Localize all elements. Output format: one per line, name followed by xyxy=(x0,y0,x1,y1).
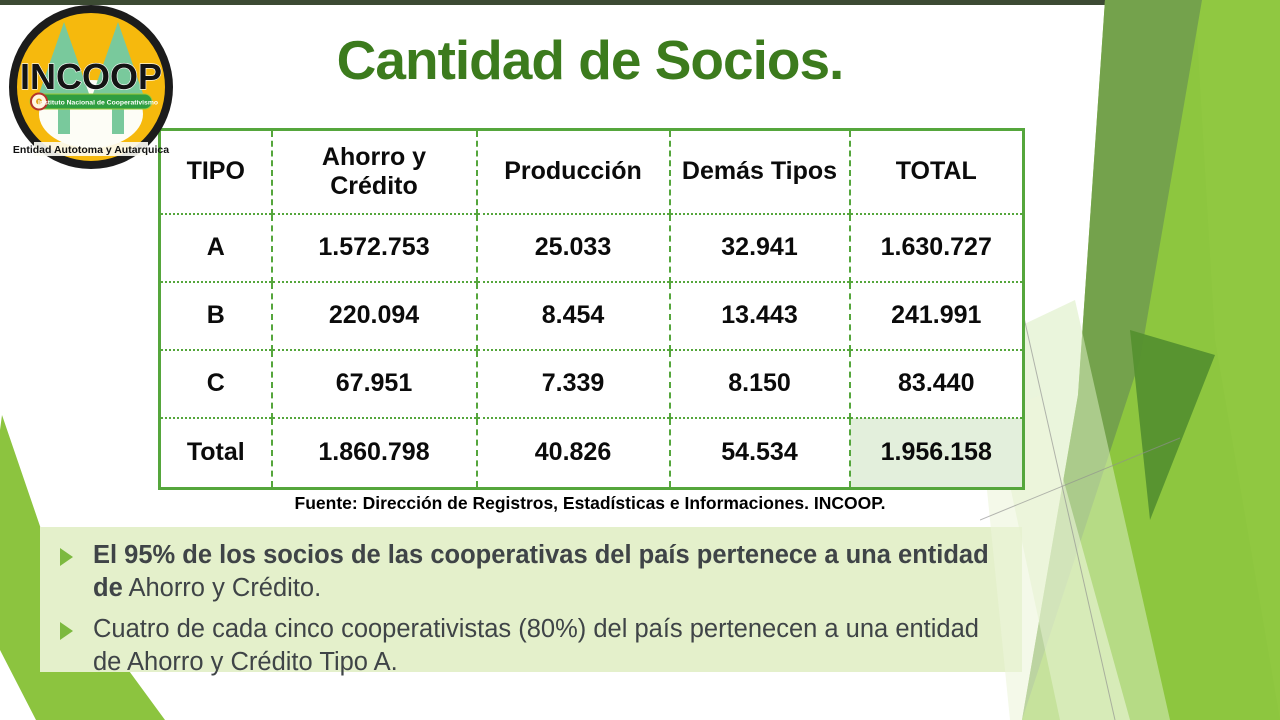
table-header-cell: Producción xyxy=(475,129,670,214)
table-header-cell: Ahorro y Crédito xyxy=(270,129,477,214)
bullet-text: Cuatro de cada cinco cooperativistas (80… xyxy=(93,615,979,676)
table-row: C 67.951 7.339 8.150 83.440 xyxy=(159,348,1024,418)
row-label: B xyxy=(159,280,272,350)
table-cell: 40.826 xyxy=(475,416,670,489)
row-label: A xyxy=(159,212,272,282)
logo-tagline-bg xyxy=(34,142,148,156)
table-cell: 1.630.727 xyxy=(848,212,1024,282)
row-label: C xyxy=(159,348,272,418)
bullet-triangle-icon xyxy=(60,548,73,566)
pine-trees-icon xyxy=(34,22,148,134)
logo-banner-text: Instituto Nacional de Cooperativismo xyxy=(38,100,158,107)
incoop-logo: INCOOP Instituto Nacional de Cooperativi… xyxy=(9,5,173,169)
top-accent-bar xyxy=(0,0,1280,5)
table-header-row: TIPO Ahorro y Crédito Producción Demás T… xyxy=(160,129,1024,214)
bullet-item: El 95% de los socios de las cooperativas… xyxy=(48,539,1008,604)
row-label: Total xyxy=(159,416,272,489)
table-cell: 32.941 xyxy=(668,212,850,282)
table-cell: 1.572.753 xyxy=(270,212,477,282)
socios-table: TIPO Ahorro y Crédito Producción Demás T… xyxy=(158,128,1025,490)
table-cell: 54.534 xyxy=(668,416,850,489)
bullet-text-bold: El 95% de los socios de las cooperativas… xyxy=(93,541,989,602)
table-cell: 241.991 xyxy=(848,280,1024,350)
table-cell: 13.443 xyxy=(668,280,850,350)
table-cell: 7.339 xyxy=(475,348,670,418)
bullet-text: El 95% de los socios de las cooperativas… xyxy=(93,539,1008,604)
table-total-row: Total 1.860.798 40.826 54.534 1.956.158 xyxy=(159,416,1024,489)
table-header-cell: TIPO xyxy=(186,157,245,186)
bullet-box: El 95% de los socios de las cooperativas… xyxy=(40,527,1022,676)
table-cell: 8.454 xyxy=(475,280,670,350)
bullet-item: Cuatro de cada cinco cooperativistas (80… xyxy=(48,613,1008,678)
table-header-cell: TOTAL xyxy=(848,129,1024,214)
source-caption: Fuente: Dirección de Registros, Estadíst… xyxy=(294,493,886,513)
bullet-text-regular: Ahorro y Crédito. xyxy=(122,573,322,602)
table-cell: 67.951 xyxy=(270,348,477,418)
table-cell: 83.440 xyxy=(848,348,1024,418)
table-header-cell: Demás Tipos xyxy=(668,129,850,214)
logo-emblem-dot xyxy=(36,98,42,105)
slide-title: Cantidad de Socios. xyxy=(336,29,845,91)
table-cell: 1.860.798 xyxy=(270,416,477,489)
table-row: A 1.572.753 25.033 32.941 1.630.727 xyxy=(159,212,1024,282)
table-cell: 220.094 xyxy=(270,280,477,350)
grand-total-cell: 1.956.158 xyxy=(848,416,1024,489)
logo-tagline: Entidad Autotoma y Autarquica xyxy=(13,144,169,156)
right-accent-graphic xyxy=(980,0,1280,720)
logo-wordmark: INCOOP xyxy=(20,56,162,97)
table-cell: 25.033 xyxy=(475,212,670,282)
table-row: B 220.094 8.454 13.443 241.991 xyxy=(159,280,1024,350)
bullet-triangle-icon xyxy=(60,622,73,641)
table-cell: 8.150 xyxy=(668,348,850,418)
